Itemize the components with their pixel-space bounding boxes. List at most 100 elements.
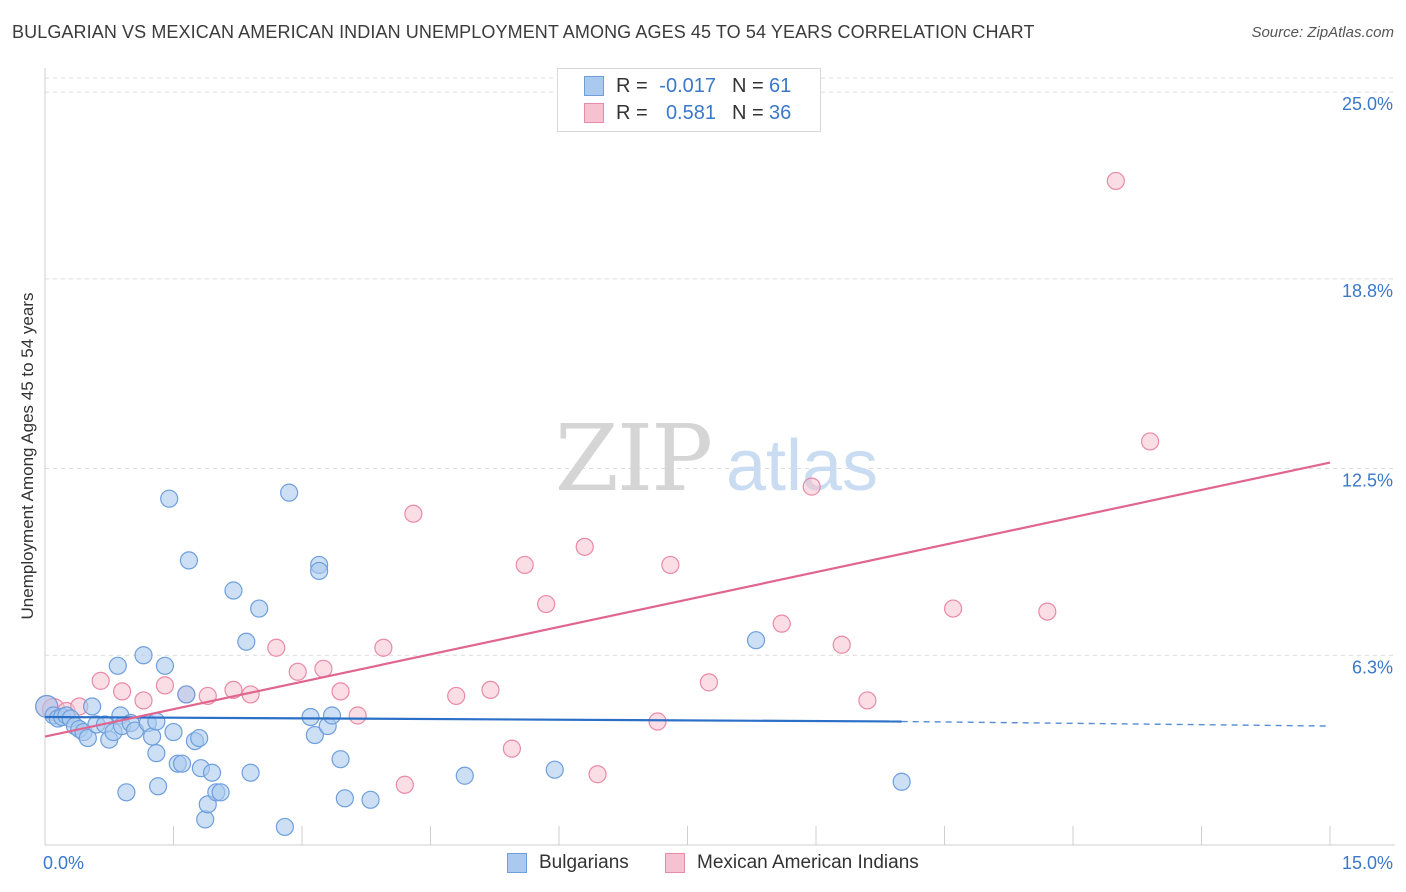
data-point-bulgarians [147,744,166,763]
data-point-mexican-american-indians [648,712,667,731]
data-point-mexican-american-indians [267,638,286,657]
axis-layer [44,68,1395,846]
data-point-bulgarians [892,772,911,791]
data-point-mexican-american-indians [515,555,534,575]
data-point-bulgarians [196,810,215,829]
data-point-mexican-american-indians [447,686,466,706]
legend-swatch-blue [507,853,527,873]
data-point-bulgarians [190,728,209,748]
data-point-bulgarians [275,817,294,837]
data-point-mexican-american-indians [1038,602,1057,621]
correlation-legend: R = -0.017 N = 61 R = 0.581 N = 36 [557,68,821,132]
data-point-mexican-american-indians [404,504,423,523]
data-point-bulgarians [224,581,243,600]
data-point-mexican-american-indians [331,682,350,701]
legend-swatch-blue [584,76,604,96]
tick-labels: 6.3% 12.5% 18.8% 25.0% 0.0% 15.0% [43,94,1393,873]
x-tick-label: 15.0% [1342,853,1393,873]
data-point-bulgarians [172,754,192,773]
data-point-bulgarians [202,763,222,782]
y-tick-label: 6.3% [1352,657,1393,677]
data-point-mexican-american-indians [588,765,607,784]
legend-row-bulgarians: R = -0.017 N = 61 [558,72,820,100]
legend-r-value: -0.017 [659,74,716,97]
watermark: ZIP atlas [555,405,878,512]
data-point-mexican-american-indians [374,638,393,657]
data-point-mexican-american-indians [661,555,680,575]
legend-row-mexican-american-indians: R = 0.581 N = 36 [558,99,820,127]
grid-layer [45,77,1395,656]
data-point-bulgarians [83,697,102,716]
data-point-mexican-american-indians [155,676,175,695]
data-point-bulgarians [322,706,342,725]
data-point-bulgarians [746,631,766,650]
data-point-mexican-american-indians [502,739,521,758]
legend-item-bulgarians[interactable]: Bulgarians [507,852,629,874]
data-point-bulgarians [147,712,166,731]
data-point-mexican-american-indians [134,691,153,710]
data-point-bulgarians [455,766,474,785]
data-point-mexican-american-indians [314,659,333,678]
data-point-mexican-american-indians [224,680,243,700]
data-point-mexican-american-indians [395,775,414,794]
series-bulgarians [35,483,911,837]
watermark-atlas: atlas [726,426,878,506]
data-point-bulgarians [108,656,127,675]
trend-line-mexican-american-indians [44,461,1331,738]
chart-title: BULGARIAN VS MEXICAN AMERICAN INDIAN UNE… [12,22,1035,42]
data-point-mexican-american-indians [112,682,132,701]
legend-item-mexican-american-indians[interactable]: Mexican American Indians [665,852,919,874]
data-point-mexican-american-indians [537,594,556,614]
data-point-bulgarians [305,725,324,745]
data-point-bulgarians [335,789,354,808]
data-point-mexican-american-indians [575,537,594,556]
data-point-mexican-american-indians [802,477,821,496]
legend-n-value: 36 [769,101,792,124]
data-point-bulgarians [160,489,179,508]
data-point-bulgarians [250,599,269,618]
data-point-bulgarians [280,483,299,502]
data-point-bulgarians [142,727,162,746]
data-point-bulgarians [164,722,183,742]
legend-r-label: R = [616,101,648,124]
legend-label: Bulgarians [539,852,629,873]
data-point-mexican-american-indians [288,662,307,681]
trend-line-bulgarians [44,715,902,723]
data-point-mexican-american-indians [1106,171,1125,191]
data-point-bulgarians [117,783,136,802]
source-label: Source: ZipAtlas.com [1251,24,1394,41]
data-point-mexican-american-indians [91,671,110,690]
data-point-mexican-american-indians [858,691,877,710]
y-tick-label: 12.5% [1342,471,1393,491]
data-point-mexican-american-indians [481,680,500,700]
legend-n-label: N = [732,101,764,124]
legend-swatch-pink [584,103,604,123]
data-point-bulgarians [211,783,230,802]
data-point-bulgarians [545,760,564,779]
data-point-bulgarians [148,777,168,796]
data-point-bulgarians [301,707,320,727]
data-point-bulgarians [361,790,380,809]
data-point-mexican-american-indians [699,673,719,692]
data-point-mexican-american-indians [1140,432,1160,451]
legend-n-value: 61 [769,74,792,97]
legend-label: Mexican American Indians [697,852,919,873]
data-point-bulgarians [78,728,97,748]
series-legend: Bulgarians Mexican American Indians [0,852,1406,878]
data-point-bulgarians [155,656,175,675]
data-point-bulgarians [179,551,199,570]
legend-swatch-pink [665,853,685,873]
data-point-mexican-american-indians [348,706,367,725]
legend-r-label: R = [616,74,648,97]
data-point-mexican-american-indians [772,614,791,633]
y-tick-label: 25.0% [1342,94,1393,114]
y-tick-label: 18.8% [1342,281,1393,301]
trend-layer [44,461,1331,738]
watermark-zip: ZIP [555,405,711,512]
data-point-bulgarians [331,750,350,769]
trend-line-bulgarians-extension [901,720,1331,727]
legend-r-value: 0.581 [665,101,716,124]
data-point-bulgarians [237,632,256,651]
data-point-mexican-american-indians [832,635,851,654]
